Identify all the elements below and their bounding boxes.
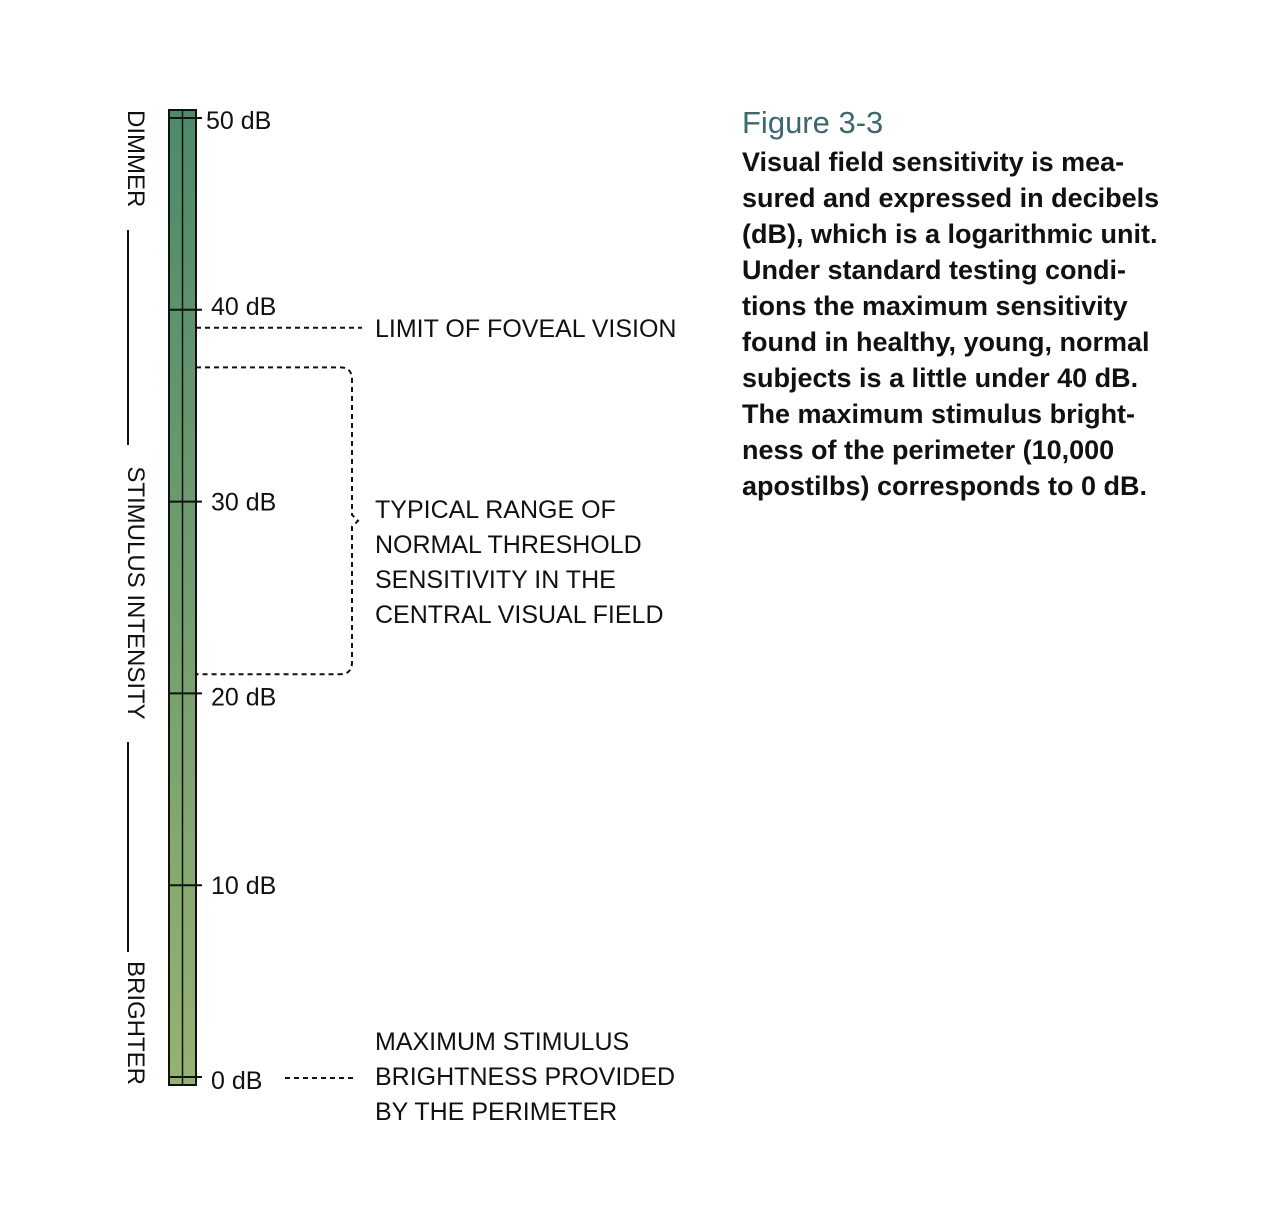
normal-range-label-line: NORMAL THRESHOLD (375, 531, 642, 559)
figure-description: Visual field sensitivity is mea-sured an… (742, 144, 1212, 504)
stimulus-intensity-label: STIMULUS INTENSITY (122, 466, 149, 719)
caption-line: ness of the perimeter (10,000 (742, 435, 1115, 465)
scale-tick-label: 10 dB (211, 872, 276, 900)
brighter-label: BRIGHTER (122, 961, 149, 1085)
caption-line: Visual field sensitivity is mea- (742, 147, 1125, 177)
figure-title: Figure 3-3 (742, 105, 884, 140)
max-brightness-label-line: BY THE PERIMETER (375, 1098, 617, 1126)
caption-line: subjects is a little under 40 dB. (742, 363, 1139, 393)
max-brightness-label-line: BRIGHTNESS PROVIDED (375, 1063, 675, 1091)
dimmer-label: DIMMER (122, 110, 149, 207)
normal-range-label-line: CENTRAL VISUAL FIELD (375, 601, 664, 629)
caption-line: apostilbs) corresponds to 0 dB. (742, 471, 1148, 501)
caption-line: tions the maximum sensitivity (742, 291, 1128, 321)
normal-range-bracket (196, 366, 360, 676)
max-brightness-label-line: MAXIMUM STIMULUS (375, 1028, 629, 1056)
scale-tick-label: 50 dB (206, 107, 271, 135)
normal-range-label-line: TYPICAL RANGE OF (375, 496, 616, 524)
scale-tick-label: 20 dB (211, 683, 276, 711)
caption-line: The maximum stimulus bright- (742, 399, 1136, 429)
caption-line: found in healthy, young, normal (742, 327, 1150, 357)
caption-line: Under standard testing condi- (742, 255, 1127, 285)
normal-range-label-line: SENSITIVITY IN THE (375, 566, 616, 594)
caption-line: (dB), which is a logarithmic unit. (742, 219, 1158, 249)
scale-tick-label: 40 dB (211, 293, 276, 321)
caption-line: sured and expressed in decibels (742, 183, 1160, 213)
foveal-limit-label: LIMIT OF FOVEAL VISION (375, 315, 676, 343)
decibel-scale-bar (168, 109, 197, 1086)
scale-tick-label: 0 dB (211, 1067, 262, 1095)
figure-caption: Figure 3-3 Visual field sensitivity is m… (742, 104, 1212, 504)
scale-tick-label: 30 dB (211, 489, 276, 517)
